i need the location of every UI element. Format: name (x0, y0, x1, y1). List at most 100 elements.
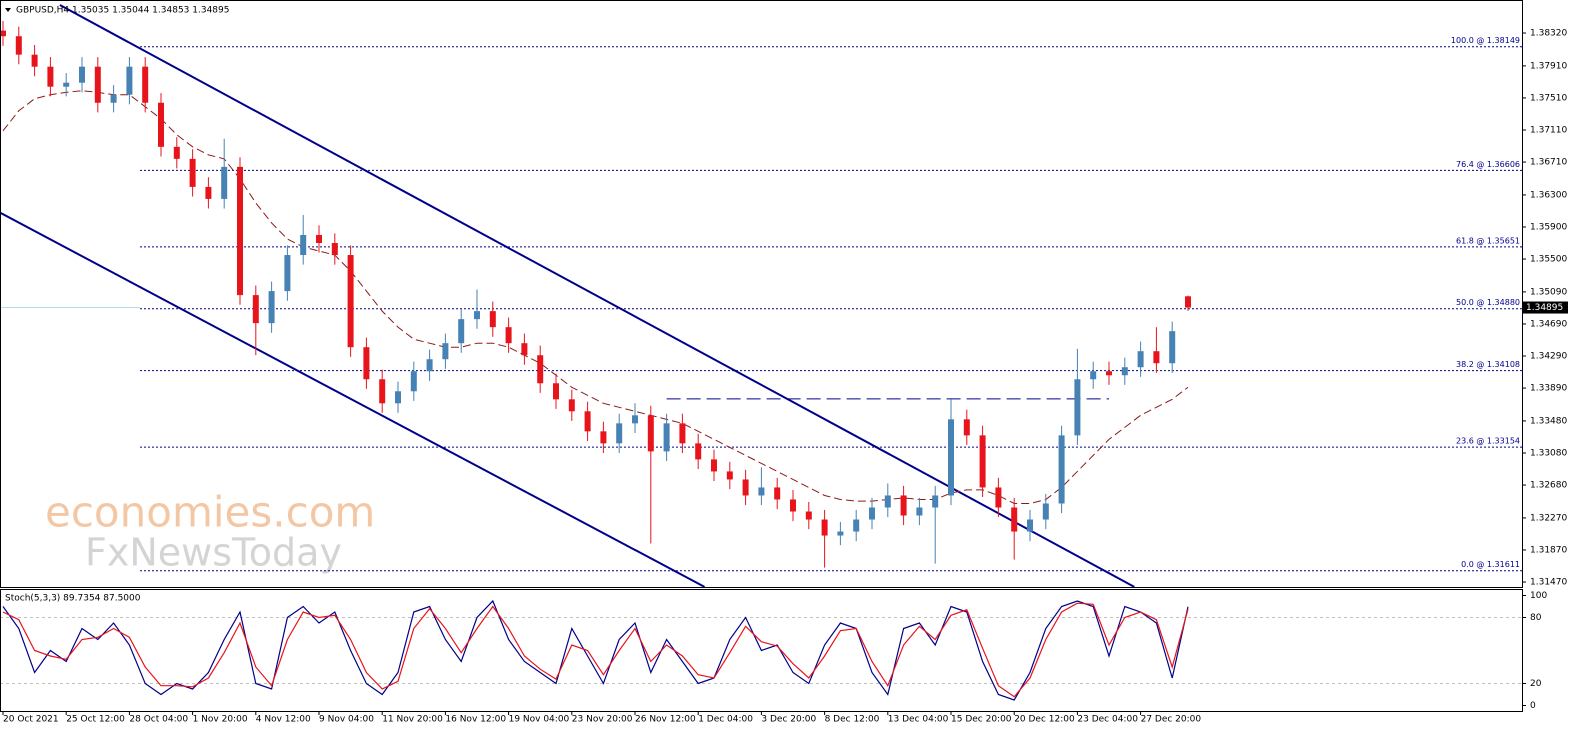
y-tick-label: 1.35090 (1530, 287, 1567, 297)
x-tick-label: 20 Oct 2021 (3, 715, 59, 725)
candle-body (331, 243, 338, 256)
candle-body (995, 487, 1002, 508)
x-tick-label: 15 Dec 20:00 (951, 715, 1012, 725)
y-tick-label: 1.31470 (1530, 578, 1567, 588)
candle-body (1121, 367, 1128, 376)
y-tick-label: 1.38320 (1530, 29, 1567, 39)
candle-body (1042, 503, 1049, 520)
channel-line (59, 4, 1135, 588)
candle-body (458, 319, 465, 344)
current-price-label: 1.34895 (1526, 303, 1563, 313)
y-tick-label: 1.35900 (1530, 222, 1567, 232)
candle-body (505, 327, 512, 344)
candle-body (1106, 371, 1112, 376)
candle-body (316, 234, 322, 244)
candle-body (126, 66, 133, 95)
x-tick-label: 25 Oct 12:00 (66, 715, 125, 725)
candle-body (363, 347, 370, 380)
x-tick-label: 9 Nov 04:00 (319, 715, 374, 725)
y-tick-label: 80 (1530, 613, 1542, 623)
candle-body (395, 391, 401, 404)
x-tick-label: 28 Oct 04:00 (129, 715, 188, 725)
y-tick-label: 1.32680 (1530, 481, 1567, 491)
y-tick-label: 1.31870 (1530, 545, 1567, 555)
stoch-frame (0, 589, 1523, 712)
candle-body (474, 311, 480, 320)
candle-body (679, 423, 686, 444)
x-tick-label: 1 Dec 04:00 (698, 715, 753, 725)
fib-label: 76.4 @ 1.36606 (1456, 160, 1520, 169)
candle-body (47, 66, 54, 87)
y-tick-label: 1.34290 (1530, 352, 1567, 362)
candle-body (0, 30, 6, 37)
candle-body (853, 519, 860, 532)
candle-body (63, 82, 70, 87)
candle-body (774, 487, 781, 500)
y-tick-label: 1.37510 (1530, 93, 1567, 103)
candle-body (600, 431, 607, 444)
candle-body (537, 355, 544, 384)
candle-body (821, 519, 828, 536)
candle-body (884, 495, 891, 508)
candle-body (426, 359, 433, 372)
stoch-line (2, 599, 1189, 701)
candle-body (1137, 351, 1144, 368)
fib-label: 23.6 @ 1.33154 (1456, 437, 1520, 446)
watermark: economies.com (45, 488, 375, 537)
channel-line (0, 211, 705, 588)
candle-body (1074, 379, 1081, 436)
y-tick-label: 1.35500 (1530, 255, 1567, 265)
candle-body (758, 487, 765, 496)
fib-label: 38.2 @ 1.34108 (1456, 360, 1520, 369)
y-tick-label: 20 (1530, 679, 1542, 689)
candle-body (79, 66, 85, 83)
y-tick-label: 1.33890 (1530, 384, 1567, 394)
candle-body (742, 479, 749, 496)
x-tick-label: 19 Nov 04:00 (509, 715, 570, 725)
fib-label: 50.0 @ 1.34880 (1456, 298, 1520, 307)
x-tick-label: 27 Dec 20:00 (1141, 715, 1202, 725)
candle-body (663, 423, 670, 452)
y-tick-label: 100 (1530, 591, 1547, 601)
candle-body (647, 415, 654, 452)
x-tick-label: 11 Nov 20:00 (382, 715, 443, 725)
candle-body (284, 255, 291, 292)
x-tick-label: 1 Nov 20:00 (193, 715, 248, 725)
main-frame (0, 0, 1523, 588)
candle-body (948, 419, 954, 496)
x-tick-label: 16 Nov 12:00 (445, 715, 506, 725)
candle-body (142, 66, 149, 103)
candle-body (1169, 331, 1176, 364)
candle-body (252, 295, 259, 324)
candle-body (1185, 296, 1191, 308)
y-tick-label: 1.36710 (1530, 158, 1567, 168)
candle-body (205, 186, 212, 199)
candle-body (268, 291, 275, 324)
menu-triangle (5, 8, 11, 12)
candle-body (568, 399, 575, 412)
current-price-box (1523, 301, 1568, 314)
y-tick-label: 1.34690 (1530, 319, 1567, 329)
candle-body (1153, 351, 1160, 364)
candle-body (1058, 435, 1065, 504)
watermark: FxNewsToday (85, 531, 342, 575)
x-tick-label: 13 Dec 04:00 (888, 715, 949, 725)
candle-body (553, 383, 559, 400)
candle-body (221, 166, 228, 199)
candle-body (347, 255, 354, 348)
candle-body (31, 54, 38, 67)
x-tick-label: 20 Dec 12:00 (1014, 715, 1075, 725)
x-tick-label: 4 Nov 12:00 (256, 715, 311, 725)
candle-body (15, 36, 22, 55)
candle-body (1090, 371, 1097, 380)
candle-body (963, 419, 970, 436)
candle-body (584, 411, 591, 432)
x-tick-label: 23 Dec 04:00 (1077, 715, 1138, 725)
candle-body (711, 459, 717, 472)
x-tick-label: 26 Nov 12:00 (635, 715, 696, 725)
y-tick-label: 1.33080 (1530, 448, 1567, 458)
candle-body (173, 146, 180, 159)
candle-body (300, 234, 307, 256)
y-tick-label: 0 (1530, 701, 1536, 711)
